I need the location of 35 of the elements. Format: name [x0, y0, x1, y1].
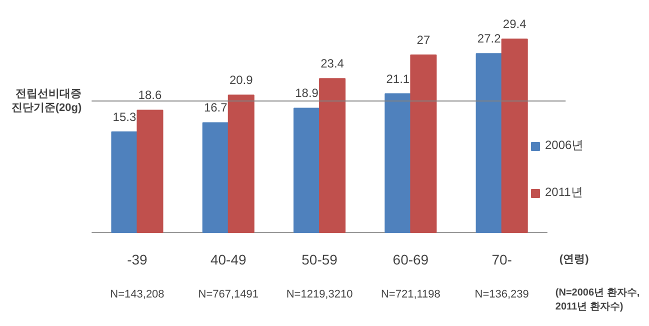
- bar: [202, 122, 229, 234]
- legend-label: 2011년: [545, 184, 583, 201]
- x-tick-label: 40-49: [210, 252, 246, 268]
- x-tick-label: 50-59: [302, 252, 338, 268]
- legend-label: 2006년: [545, 137, 584, 154]
- bar: [136, 110, 164, 234]
- data-label: 20.9: [229, 73, 254, 88]
- data-label: 16.7: [204, 100, 228, 115]
- bar: [319, 78, 346, 234]
- bar: [476, 53, 502, 234]
- x-tick-label: 70-: [492, 252, 512, 268]
- x-axis-title: (연령): [559, 254, 590, 266]
- text: N=1219,3210: [286, 288, 353, 301]
- data-label: 15.3: [112, 110, 136, 124]
- bar: [384, 93, 412, 234]
- data-label: 21.1: [386, 72, 410, 86]
- data-label: 29.4: [502, 17, 527, 32]
- bar: [294, 108, 320, 234]
- text: N=136,239: [474, 288, 529, 301]
- bar: [410, 54, 437, 234]
- text: N=767,1491: [198, 288, 259, 301]
- bar: [228, 94, 254, 234]
- x-tick-label: -39: [127, 252, 148, 268]
- data-label: 27: [416, 32, 430, 47]
- data-label: 27.2: [477, 32, 502, 46]
- text: N=721,1198: [380, 288, 440, 301]
- text: (N=2006년 환자수, 2011년 환자수): [555, 288, 640, 313]
- bar: [501, 38, 528, 234]
- data-label: 18.6: [138, 88, 162, 102]
- bar: [111, 131, 138, 234]
- ref-line-label: 전립선비대증 진단기준(20g): [11, 88, 82, 114]
- data-label: 18.9: [295, 86, 319, 100]
- data-label: 23.4: [320, 56, 344, 71]
- text: N=143,208: [110, 288, 164, 301]
- x-tick-label: 60-69: [392, 252, 429, 268]
